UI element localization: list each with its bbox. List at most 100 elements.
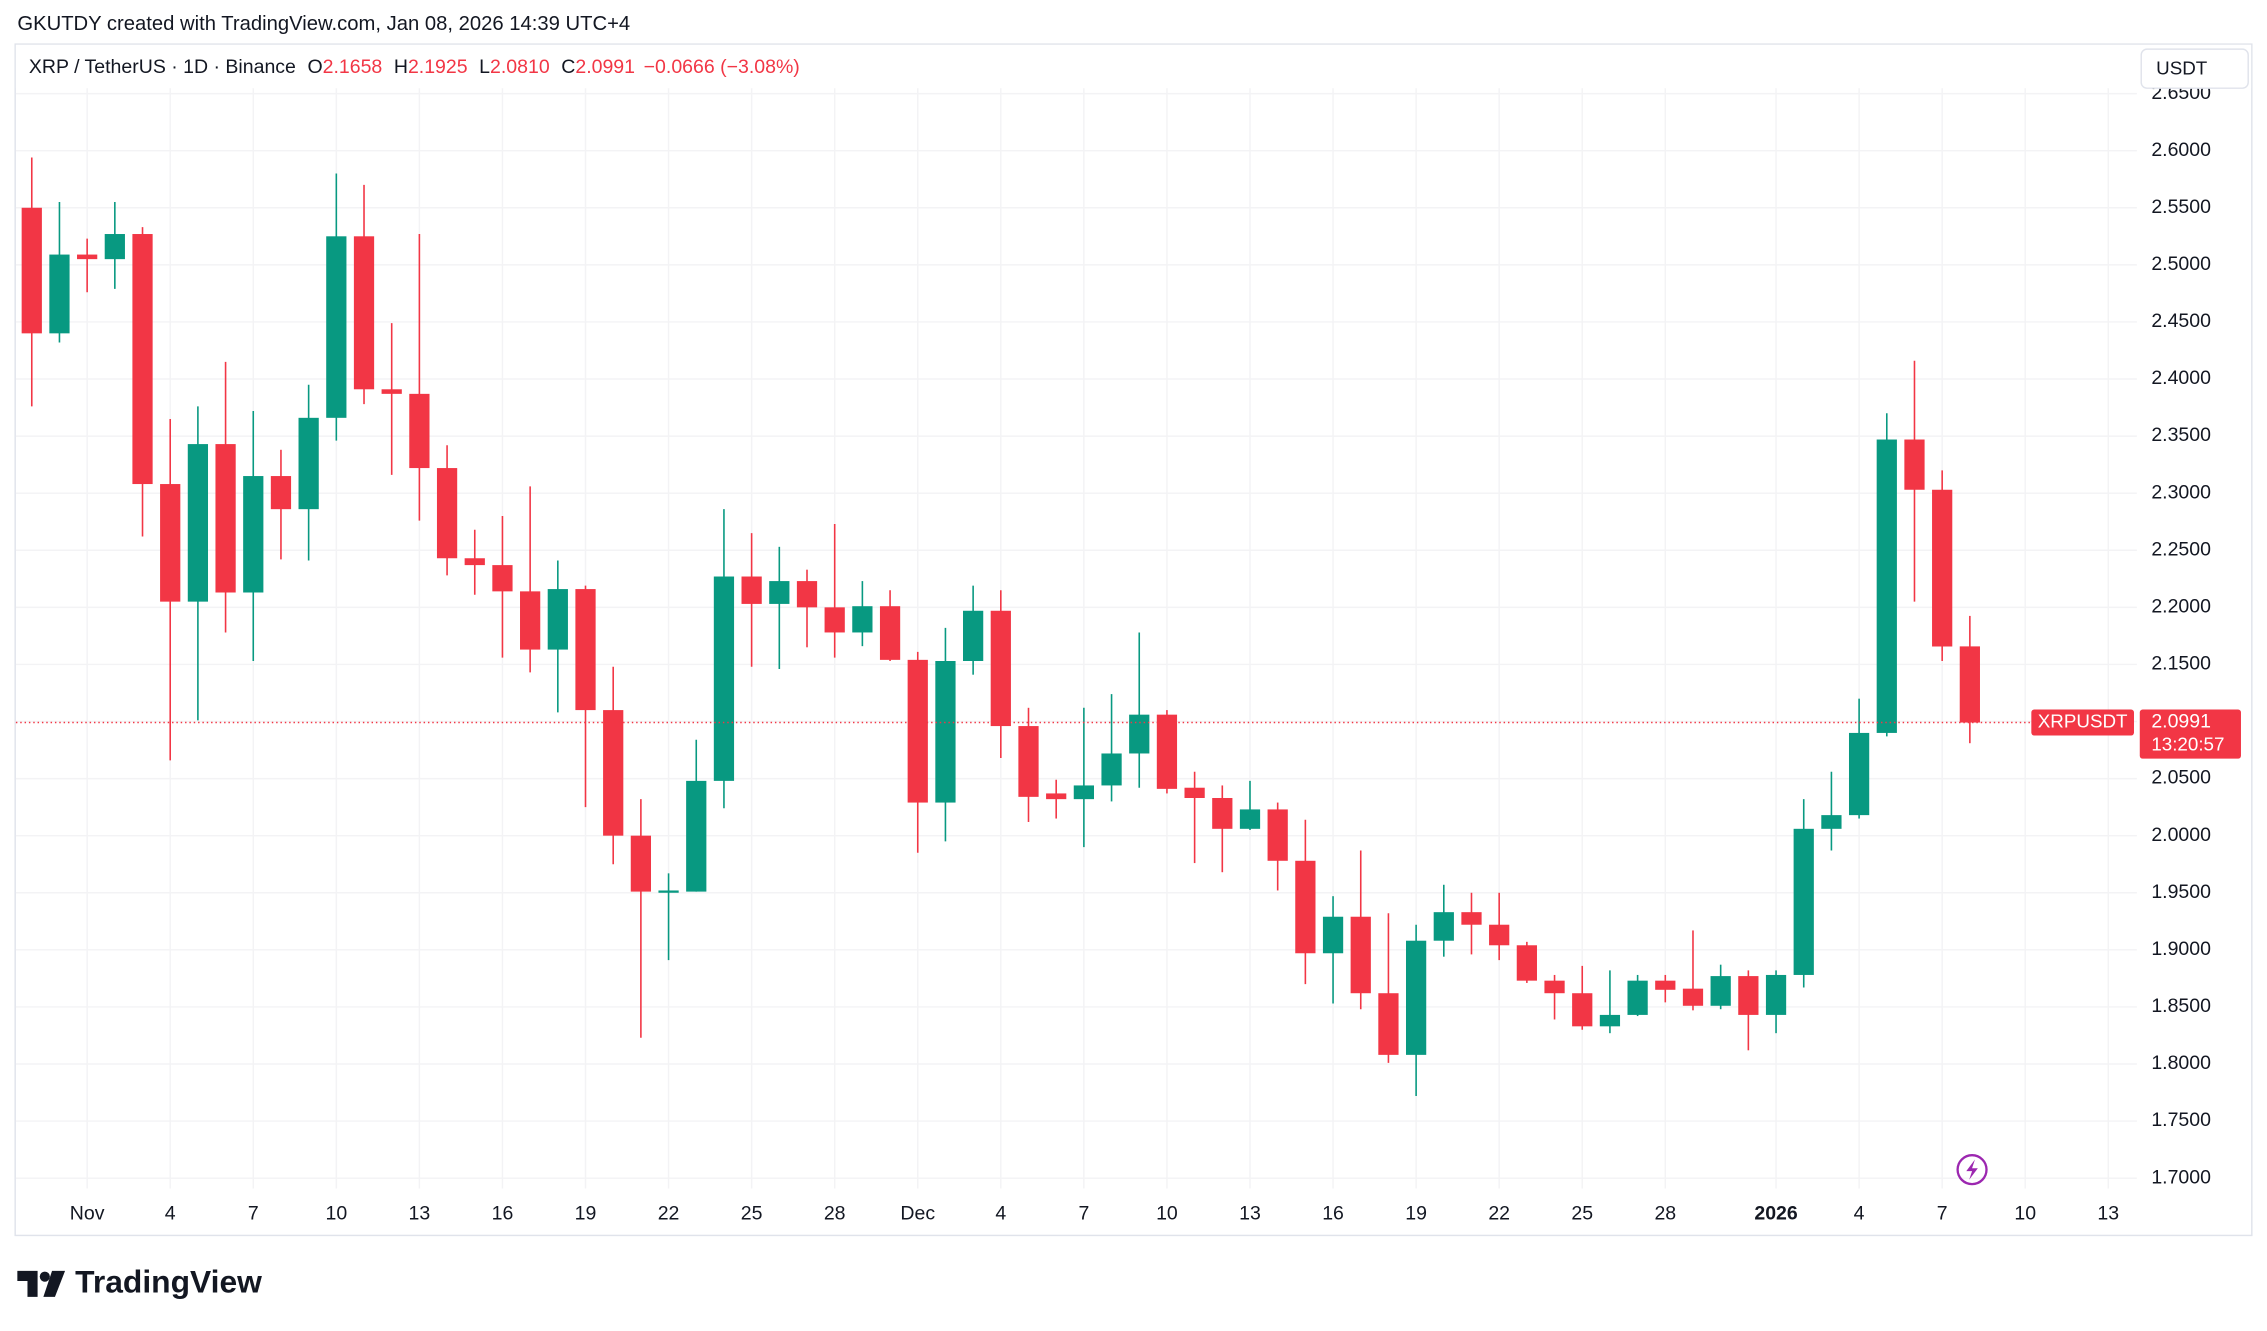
- x-tick-label: 22: [658, 1203, 680, 1225]
- legend: XRP / TetherUS · 1D · Binance O2.1658 H2.1…: [29, 56, 800, 78]
- candle-body: [1599, 1014, 1621, 1027]
- candle-body: [1239, 809, 1261, 829]
- legend-label: L: [479, 56, 490, 78]
- event-icon[interactable]: [1956, 1154, 1988, 1186]
- candle-body: [630, 835, 652, 892]
- candle-body: [1405, 940, 1427, 1055]
- price-tag: [2139, 709, 2241, 759]
- x-tick-label: 13: [2097, 1203, 2119, 1225]
- y-tick-label: 2.3000: [2151, 481, 2211, 503]
- x-tick-label: Nov: [70, 1203, 105, 1225]
- candle-body: [907, 659, 928, 803]
- candle-body: [1738, 976, 1759, 1015]
- x-tick-label: 4: [995, 1203, 1006, 1225]
- x-tick-label: 2026: [1754, 1203, 1798, 1225]
- legend-label: C: [561, 56, 575, 78]
- candle-body: [963, 610, 984, 662]
- candle-body: [1101, 753, 1122, 786]
- candle-body: [381, 389, 402, 394]
- x-tick-label: 22: [1488, 1203, 1510, 1225]
- candle-body: [990, 610, 1011, 727]
- candle-body: [1710, 976, 1731, 1006]
- candle-body: [1184, 787, 1205, 798]
- candle-body: [769, 581, 790, 604]
- x-tick-label: 13: [409, 1203, 431, 1225]
- x-tick-label: 7: [1078, 1203, 1089, 1225]
- candle-body: [603, 710, 624, 836]
- candle-body: [796, 581, 818, 608]
- symbol-tag: [2031, 709, 2134, 736]
- candle-body: [520, 591, 541, 650]
- candle-body: [1793, 828, 1814, 975]
- candle-body: [713, 576, 735, 781]
- candle-body: [353, 236, 375, 390]
- currency-button[interactable]: [2140, 48, 2249, 89]
- candle-body: [298, 417, 319, 510]
- x-tick-label: 13: [1239, 1203, 1261, 1225]
- pane-border: [14, 43, 2253, 1237]
- candle-body: [1848, 732, 1870, 816]
- candle-body: [1682, 988, 1704, 1006]
- candle-body: [1876, 439, 1897, 733]
- y-tick-label: 2.3500: [2151, 424, 2211, 446]
- currency[interactable]: USDT: [2156, 57, 2208, 78]
- candle-body: [686, 780, 707, 892]
- event-bolt: [1966, 1159, 1978, 1180]
- candle-body: [326, 236, 347, 418]
- x-tick-label: 25: [1571, 1203, 1593, 1225]
- candle-body: [1572, 993, 1593, 1027]
- header: GKUTDY created with TradingView.com, Jan…: [17, 13, 630, 35]
- logo-mark: [43, 1270, 66, 1297]
- candle-body: [132, 234, 153, 485]
- price-tag-value: 2.0991: [2151, 711, 2211, 733]
- y-tick-label: 1.8500: [2151, 995, 2211, 1017]
- change: −0.0666 (−3.08%): [644, 56, 800, 78]
- y-tick-label: 1.7500: [2151, 1109, 2211, 1131]
- candle-body: [436, 468, 458, 559]
- candle-body: [21, 207, 42, 334]
- candle-body: [160, 484, 181, 602]
- candle-body: [1378, 993, 1399, 1055]
- x-tick-label: 10: [1156, 1203, 1178, 1225]
- x-tick-label: 25: [741, 1203, 763, 1225]
- candle-body: [409, 393, 430, 469]
- x-tick-label: 19: [1405, 1203, 1427, 1225]
- candle-body: [1212, 797, 1233, 829]
- candle-body: [77, 254, 98, 260]
- candle-body: [1765, 974, 1787, 1015]
- candle-body: [464, 558, 485, 566]
- candle-body: [824, 607, 845, 633]
- x-tick-label: 16: [492, 1203, 514, 1225]
- candles: [21, 157, 1980, 1096]
- candle-body: [1322, 916, 1344, 954]
- x-tick-label: 4: [1854, 1203, 1865, 1225]
- x-tick-label: 4: [165, 1203, 176, 1225]
- candle-body: [658, 890, 679, 893]
- x-tick-label: 7: [1937, 1203, 1948, 1225]
- candle-body: [1350, 916, 1371, 994]
- candle-body: [49, 254, 70, 334]
- x-tick-label: 16: [1322, 1203, 1344, 1225]
- candle-body: [1516, 945, 1537, 981]
- candle-body: [852, 606, 873, 633]
- candle-body: [575, 589, 596, 711]
- y-tick-label: 2.6000: [2151, 139, 2211, 161]
- x-tick-label: 28: [824, 1203, 846, 1225]
- y-tick-label: 1.9000: [2151, 938, 2211, 960]
- logo-text: TradingView: [75, 1263, 262, 1299]
- candle-body: [879, 606, 901, 660]
- legend-value: 2.1925: [408, 56, 468, 78]
- candle-body: [187, 444, 209, 602]
- symbol: XRP / TetherUS · 1D · Binance: [29, 56, 296, 78]
- candle-body: [1655, 980, 1676, 990]
- x-tick-label: 19: [575, 1203, 597, 1225]
- candle-body: [1018, 726, 1039, 797]
- candle-body: [741, 576, 762, 604]
- logo-dot: [39, 1271, 50, 1282]
- candle-body: [1156, 714, 1178, 789]
- candle-body: [1489, 924, 1510, 946]
- symbol-tag-text: XRPUSDT: [2038, 711, 2128, 732]
- y-tick-label: 2.0000: [2151, 824, 2211, 846]
